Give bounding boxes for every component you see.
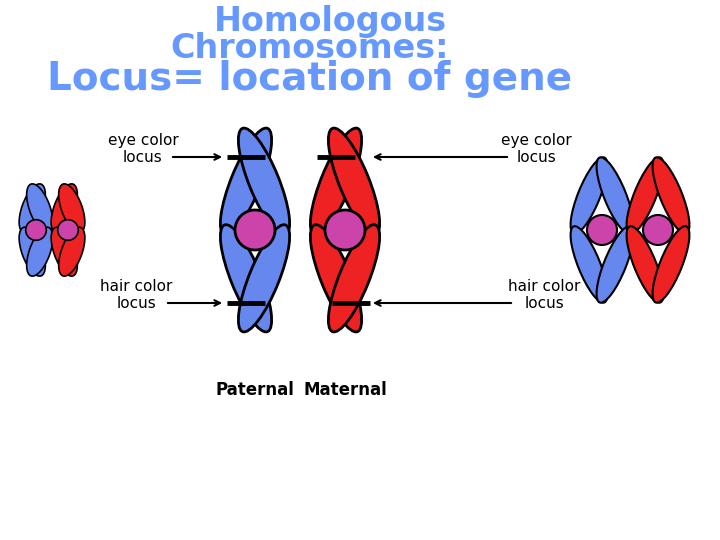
Ellipse shape: [328, 128, 379, 235]
Text: Homologous: Homologous: [213, 5, 446, 38]
Ellipse shape: [652, 226, 690, 303]
Text: Maternal: Maternal: [303, 381, 387, 399]
Ellipse shape: [597, 157, 634, 234]
Ellipse shape: [310, 128, 361, 235]
Ellipse shape: [220, 128, 271, 235]
Text: eye color
locus: eye color locus: [107, 133, 179, 165]
Ellipse shape: [325, 210, 365, 250]
Ellipse shape: [58, 220, 78, 240]
Ellipse shape: [27, 184, 53, 233]
Ellipse shape: [238, 225, 289, 332]
Ellipse shape: [19, 227, 45, 276]
Ellipse shape: [58, 184, 85, 233]
Ellipse shape: [626, 157, 663, 234]
Ellipse shape: [220, 225, 271, 332]
Ellipse shape: [570, 226, 608, 303]
Ellipse shape: [51, 227, 77, 276]
Ellipse shape: [51, 184, 77, 233]
Text: Locus= location of gene: Locus= location of gene: [48, 60, 572, 98]
Ellipse shape: [310, 225, 361, 332]
Text: eye color
locus: eye color locus: [500, 133, 572, 165]
Ellipse shape: [597, 226, 634, 303]
Text: Chromosomes:: Chromosomes:: [171, 32, 449, 65]
Ellipse shape: [643, 215, 673, 245]
Ellipse shape: [587, 215, 617, 245]
Ellipse shape: [652, 157, 690, 234]
Ellipse shape: [626, 226, 663, 303]
Ellipse shape: [570, 157, 608, 234]
Text: Paternal: Paternal: [215, 381, 294, 399]
Ellipse shape: [58, 227, 85, 276]
Ellipse shape: [19, 184, 45, 233]
Text: hair color
locus: hair color locus: [100, 279, 172, 311]
Text: hair color
locus: hair color locus: [508, 279, 580, 311]
Ellipse shape: [235, 210, 275, 250]
Ellipse shape: [238, 128, 289, 235]
Ellipse shape: [26, 220, 46, 240]
Ellipse shape: [27, 227, 53, 276]
Ellipse shape: [328, 225, 379, 332]
